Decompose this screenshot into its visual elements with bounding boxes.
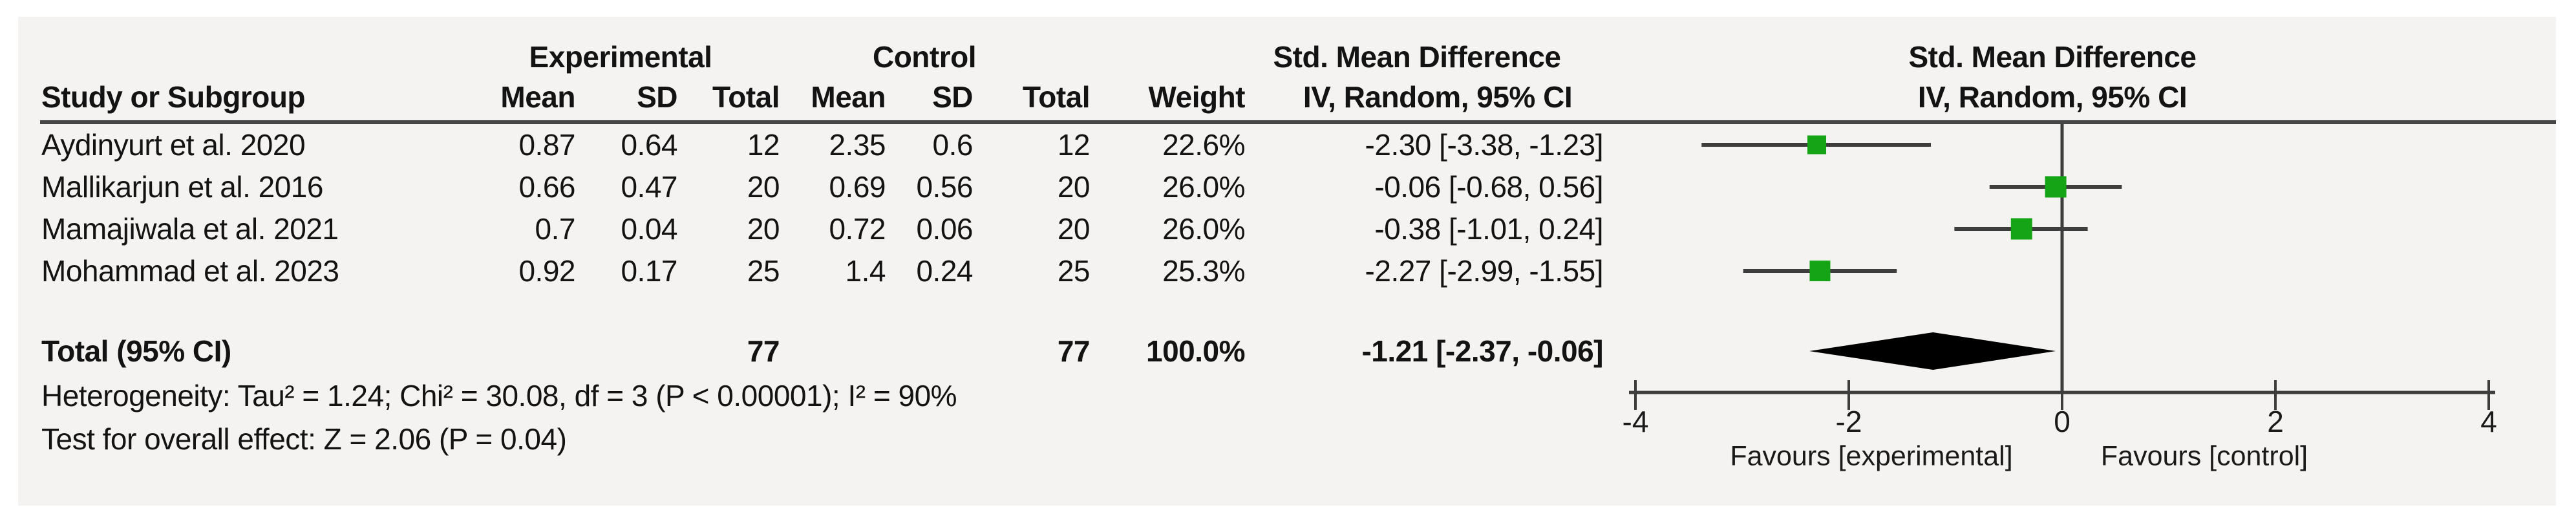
overall-effect-note: Test for overall effect: Z = 2.06 (P = 0… (41, 422, 567, 456)
col-header-mean-experimental: Mean (500, 80, 575, 114)
col-header-total-control: Total (1023, 80, 1090, 114)
total-row-label: Total (95% CI) (41, 334, 231, 368)
tick-label: 4 (2480, 405, 2497, 438)
cell-sd-e: 0.04 (621, 212, 677, 246)
cell-mean-c: 1.4 (845, 254, 886, 288)
favours-left-label: Favours [experimental] (1730, 440, 2013, 472)
total-row-total-experimental: 77 (747, 334, 780, 368)
cell-total-c: 25 (1057, 254, 1091, 288)
cell-weight: 22.6% (1162, 128, 1245, 162)
tick-label: 2 (2267, 405, 2284, 438)
cell-sd-c: 0.6 (932, 128, 974, 162)
total-row-total-control: 77 (1057, 334, 1091, 368)
plot-panel (18, 17, 2556, 506)
study-name: Mohammad et al. 2023 (41, 254, 339, 288)
cell-total-c: 12 (1057, 128, 1091, 162)
cell-total-c: 20 (1057, 212, 1091, 246)
col-header-study: Study or Subgroup (41, 80, 306, 114)
cell-weight: 26.0% (1162, 212, 1245, 246)
cell-total-e: 20 (747, 212, 780, 246)
cell-sd-c: 0.56 (916, 170, 973, 204)
cell-weight: 26.0% (1162, 170, 1245, 204)
cell-ci: -2.30 [-3.38, -1.23] (1365, 128, 1604, 162)
cell-mean-e: 0.92 (518, 254, 575, 288)
cell-total-c: 20 (1057, 170, 1091, 204)
cell-mean-e: 0.87 (518, 128, 575, 162)
cell-total-e: 12 (747, 128, 780, 162)
cell-sd-e: 0.64 (621, 128, 677, 162)
tick-label: -2 (1835, 405, 1862, 438)
cell-ci: -0.06 [-0.68, 0.56] (1374, 170, 1603, 204)
cell-sd-c: 0.06 (916, 212, 973, 246)
col-header-iv-right: IV, Random, 95% CI (1917, 80, 2187, 114)
favours-right-label: Favours [control] (2100, 440, 2308, 472)
group-header-experimental: Experimental (529, 40, 712, 74)
col-header-sd-experimental: SD (637, 80, 677, 114)
effect-header-left: Std. Mean Difference (1273, 40, 1562, 74)
total-row-ci: -1.21 [-2.37, -0.06] (1361, 334, 1603, 368)
cell-total-e: 20 (747, 170, 780, 204)
cell-mean-c: 0.69 (829, 170, 886, 204)
col-header-mean-control: Mean (811, 80, 886, 114)
cell-mean-e: 0.66 (518, 170, 575, 204)
cell-sd-e: 0.47 (621, 170, 677, 204)
cell-mean-c: 2.35 (829, 128, 886, 162)
heterogeneity-note: Heterogeneity: Tau² = 1.24; Chi² = 30.08… (41, 379, 957, 412)
cell-mean-c: 0.72 (829, 212, 886, 246)
col-header-iv-left: IV, Random, 95% CI (1303, 80, 1573, 114)
col-header-total-experimental: Total (712, 80, 780, 114)
cell-sd-c: 0.24 (916, 254, 973, 288)
effect-header-right: Std. Mean Difference (1908, 40, 2197, 74)
group-header-control: Control (872, 40, 977, 74)
header-divider (40, 120, 2556, 124)
col-header-sd-control: SD (932, 80, 973, 114)
cell-weight: 25.3% (1162, 254, 1245, 288)
cell-ci: -0.38 [-1.01, 0.24] (1374, 212, 1603, 246)
tick-label: 0 (2054, 405, 2070, 438)
study-name: Mamajiwala et al. 2021 (41, 212, 339, 246)
total-row-weight: 100.0% (1145, 334, 1246, 368)
cell-mean-e: 0.7 (535, 212, 576, 246)
cell-sd-e: 0.17 (621, 254, 677, 288)
study-name: Mallikarjun et al. 2016 (41, 170, 323, 204)
cell-total-e: 25 (747, 254, 780, 288)
col-header-weight: Weight (1148, 80, 1246, 114)
tick-label: -4 (1622, 405, 1649, 438)
cell-ci: -2.27 [-2.99, -1.55] (1365, 254, 1604, 288)
study-name: Aydinyurt et al. 2020 (41, 128, 306, 162)
